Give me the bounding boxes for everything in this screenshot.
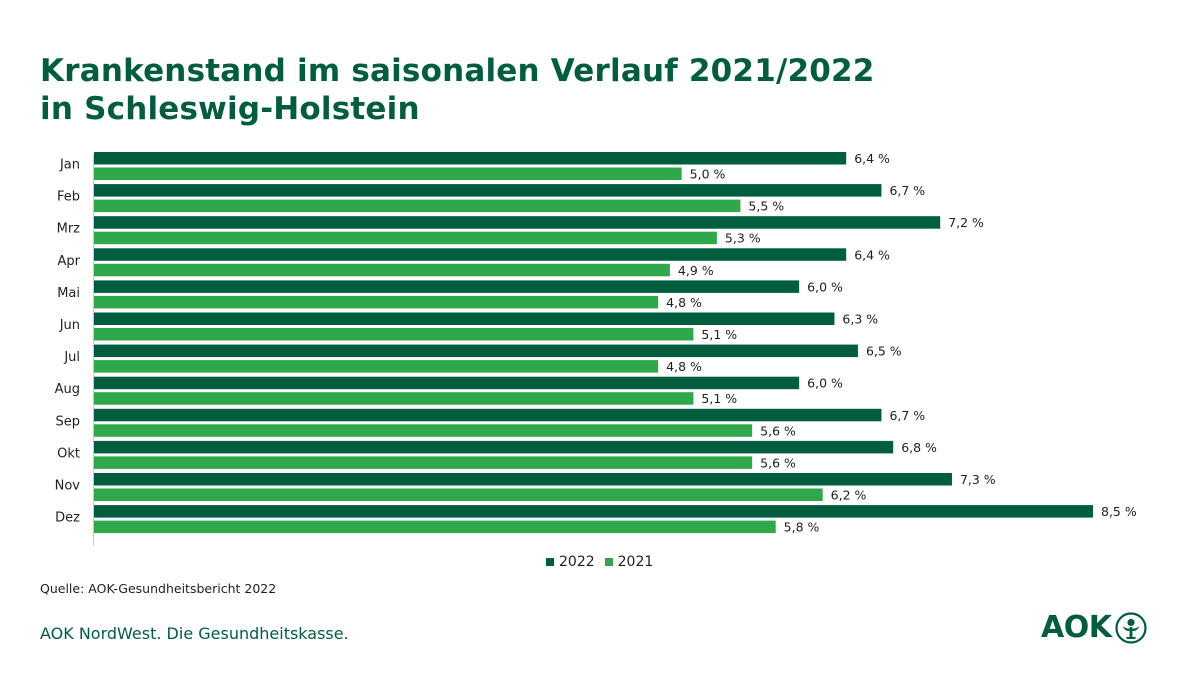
data-label-2022: 6,8 %	[901, 440, 937, 455]
chart-legend: 2022 2021	[546, 554, 653, 570]
bar-2022	[94, 280, 800, 293]
aok-logo: AOK	[1041, 610, 1148, 645]
category-label: Sep	[55, 414, 80, 429]
chart-title-line-1: Krankenstand im saisonalen Verlauf 2021/…	[40, 53, 875, 89]
bar-2022	[94, 248, 847, 261]
legend-item-2022: 2022	[546, 554, 595, 570]
data-label-2021: 5,0 %	[690, 167, 726, 182]
data-label-2022: 6,0 %	[807, 279, 843, 294]
category-label: Apr	[58, 254, 81, 269]
data-label-2022: 6,4 %	[854, 151, 890, 166]
bar-2022	[94, 440, 894, 454]
chart-title-line-2: in Schleswig-Holstein	[40, 91, 420, 127]
data-label-2022: 7,2 %	[948, 215, 984, 230]
category-label: Dez	[55, 511, 80, 526]
bar-2021	[94, 263, 670, 277]
data-label-2021: 4,8 %	[666, 359, 702, 374]
data-label-2022: 6,7 %	[889, 408, 925, 423]
bar-2022	[94, 344, 858, 358]
data-label-2022: 6,0 %	[807, 376, 843, 391]
category-label: Jan	[59, 158, 80, 173]
data-label-2022: 6,5 %	[866, 344, 902, 359]
bar-2022	[94, 376, 800, 390]
bar-2021	[94, 295, 659, 309]
category-label: Mai	[57, 286, 80, 301]
bar-2021	[94, 360, 659, 373]
bar-chart: Jan 6,4 % 5,0 % Feb 6,7 % 5,5 % Mrz 7,2 % 5,3 % A…	[55, 151, 1137, 546]
footer-brand-text: AOK NordWest. Die Gesundheitskasse.	[40, 624, 349, 643]
data-label-2021: 5,8 %	[784, 520, 820, 535]
data-label-2021: 5,3 %	[725, 231, 761, 246]
category-label: Mrz	[57, 222, 81, 237]
data-label-2022: 8,5 %	[1101, 504, 1137, 519]
bar-2021	[94, 199, 741, 213]
category-label: Jul	[63, 350, 80, 365]
data-label-2021: 5,1 %	[701, 391, 737, 406]
bar-2021	[94, 488, 823, 501]
bar-2022	[94, 184, 882, 197]
category-label: Nov	[55, 479, 81, 494]
bar-2021	[94, 167, 682, 180]
data-label-2022: 6,4 %	[854, 247, 890, 262]
bar-2021	[94, 231, 717, 245]
category-label: Feb	[57, 190, 80, 205]
category-label: Aug	[55, 382, 80, 397]
bar-2021	[94, 328, 694, 341]
legend-swatch-2022	[546, 558, 554, 566]
data-label-2021: 4,9 %	[678, 263, 714, 278]
data-label-2022: 6,3 %	[842, 312, 878, 327]
legend-label-2022: 2022	[559, 554, 595, 570]
bar-2021	[94, 392, 694, 405]
aok-tree-icon	[1115, 611, 1148, 644]
data-label-2021: 5,6 %	[760, 423, 796, 438]
logo-wordmark: AOK	[1041, 610, 1112, 645]
bar-2022	[94, 312, 835, 325]
data-label-2021: 5,1 %	[701, 327, 737, 342]
bar-2022	[94, 473, 952, 486]
bar-2022	[94, 505, 1093, 518]
bar-2021	[94, 520, 776, 534]
source-note: Quelle: AOK-Gesundheitsbericht 2022	[40, 581, 277, 596]
data-label-2021: 5,6 %	[760, 455, 796, 470]
data-label-2022: 6,7 %	[889, 183, 925, 198]
category-label: Jun	[59, 318, 80, 333]
data-label-2022: 7,3 %	[960, 472, 996, 487]
bar-2021	[94, 456, 753, 469]
bar-2021	[94, 424, 753, 437]
bar-2022	[94, 216, 941, 229]
data-label-2021: 6,2 %	[831, 488, 867, 503]
legend-label-2021: 2021	[617, 554, 654, 570]
legend-item-2021: 2021	[604, 554, 654, 570]
category-label: Okt	[57, 446, 80, 461]
bar-2022	[94, 152, 847, 165]
legend-swatch-2021	[604, 558, 613, 566]
data-label-2021: 4,8 %	[666, 295, 702, 310]
chart-title: Krankenstand im saisonalen Verlauf 2021/…	[40, 52, 875, 128]
bar-2022	[94, 408, 882, 422]
data-label-2021: 5,5 %	[748, 199, 784, 214]
